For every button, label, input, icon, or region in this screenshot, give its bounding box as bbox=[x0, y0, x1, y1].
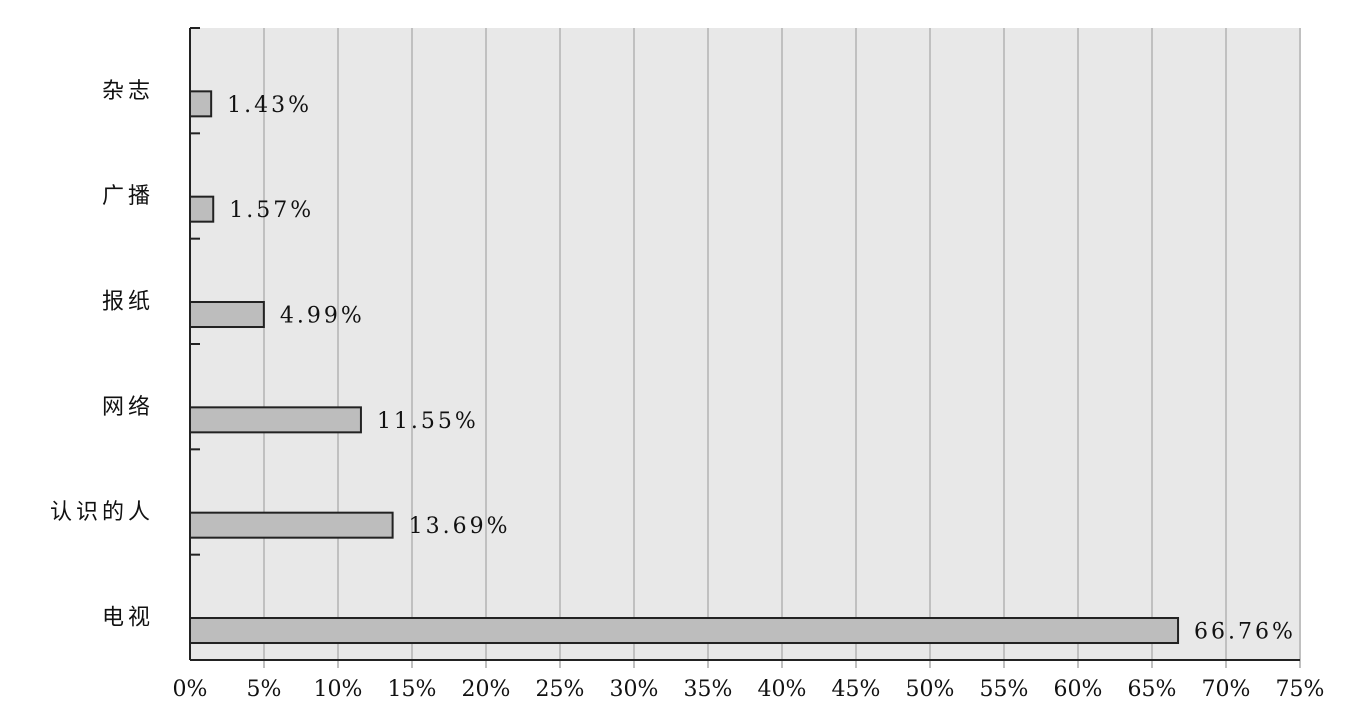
x-tick-label: 5% bbox=[247, 677, 282, 702]
x-tick-label: 65% bbox=[1128, 677, 1177, 702]
y-tick-label: 认识的人 bbox=[50, 500, 154, 525]
y-tick-label: 网络 bbox=[102, 395, 154, 420]
value-label: 11.55% bbox=[377, 409, 479, 434]
bar bbox=[189, 301, 265, 329]
x-tick-label: 30% bbox=[610, 677, 659, 702]
value-label: 66.76% bbox=[1194, 620, 1296, 645]
y-tick-label: 电视 bbox=[102, 606, 154, 631]
y-tick-label: 广播 bbox=[102, 184, 154, 209]
plot-background bbox=[190, 28, 1300, 660]
y-tick-label: 报纸 bbox=[102, 290, 154, 315]
value-label: 13.69% bbox=[409, 514, 511, 539]
bar bbox=[189, 195, 215, 223]
x-tick-label: 75% bbox=[1276, 677, 1325, 702]
bar bbox=[189, 406, 362, 434]
value-label: 4.99% bbox=[280, 304, 365, 329]
bar bbox=[189, 511, 394, 539]
x-tick-label: 15% bbox=[388, 677, 437, 702]
x-tick-label: 60% bbox=[1054, 677, 1103, 702]
x-tick-label: 25% bbox=[536, 677, 585, 702]
x-tick-label: 0% bbox=[173, 677, 208, 702]
y-tick-label: 杂志 bbox=[102, 79, 154, 104]
x-tick-label: 70% bbox=[1202, 677, 1251, 702]
bar bbox=[189, 90, 213, 118]
x-tick-label: 55% bbox=[980, 677, 1029, 702]
value-label: 1.43% bbox=[227, 93, 312, 118]
x-tick-label: 40% bbox=[758, 677, 807, 702]
bar bbox=[189, 617, 1180, 645]
x-tick-label: 45% bbox=[832, 677, 881, 702]
x-tick-label: 10% bbox=[314, 677, 363, 702]
value-label: 1.57% bbox=[229, 198, 314, 223]
x-tick-label: 50% bbox=[906, 677, 955, 702]
x-tick-label: 20% bbox=[462, 677, 511, 702]
x-tick-label: 35% bbox=[684, 677, 733, 702]
